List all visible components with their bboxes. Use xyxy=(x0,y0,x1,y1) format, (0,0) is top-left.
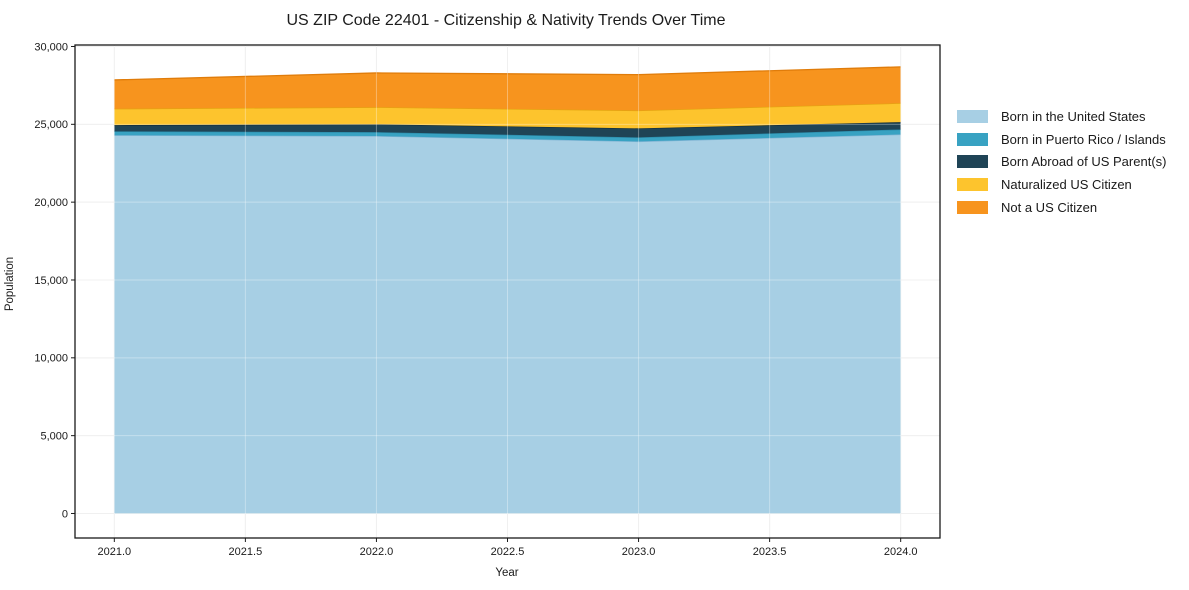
chart-title: US ZIP Code 22401 - Citizenship & Nativi… xyxy=(287,12,726,29)
legend-item-2: Born Abroad of US Parent(s) xyxy=(957,151,1166,174)
legend-item-0: Born in the United States xyxy=(957,105,1166,128)
legend-swatch xyxy=(957,155,988,169)
legend-label: Born in Puerto Rico / Islands xyxy=(1001,131,1166,147)
axis-ticks: 0 5,000 10,000 15,000 20,000 25,000 30,000 2021… xyxy=(34,41,917,558)
x-tick-label: 2022.5 xyxy=(491,546,525,558)
area-edge-4 xyxy=(114,66,901,81)
legend-label: Naturalized US Citizen xyxy=(1001,177,1132,193)
x-tick-label: 2021.0 xyxy=(97,546,131,558)
area-series-4 xyxy=(114,66,901,111)
area-series-0 xyxy=(114,134,901,514)
legend-label: Not a US Citizen xyxy=(1001,200,1098,216)
legend-label: Born in the United States xyxy=(1001,108,1146,124)
y-axis-label: Population xyxy=(4,257,16,311)
x-tick-label: 2022.0 xyxy=(360,546,394,558)
x-tick-label: 2021.5 xyxy=(229,546,263,558)
y-tick-label: 30,000 xyxy=(34,41,68,53)
y-tick-label: 10,000 xyxy=(34,353,68,365)
legend-item-4: Not a US Citizen xyxy=(957,196,1166,219)
y-tick-label: 20,000 xyxy=(34,197,68,209)
legend-item-1: Born in Puerto Rico / Islands xyxy=(957,128,1166,151)
y-tick-label: 15,000 xyxy=(34,275,68,287)
area-series-group xyxy=(114,66,901,514)
legend-swatch xyxy=(957,109,988,123)
legend: Born in the United States Born in Puerto … xyxy=(957,105,1166,219)
y-tick-label: 0 xyxy=(62,508,68,520)
gridlines-overlay xyxy=(75,45,940,538)
legend-label: Born Abroad of US Parent(s) xyxy=(1001,154,1167,170)
x-tick-label: 2024.0 xyxy=(884,546,918,558)
legend-swatch xyxy=(957,132,988,146)
y-tick-label: 5,000 xyxy=(40,430,68,442)
area-series-3 xyxy=(114,103,901,129)
legend-item-3: Naturalized US Citizen xyxy=(957,173,1166,196)
x-axis-label: Year xyxy=(495,567,518,579)
y-tick-label: 25,000 xyxy=(34,119,68,131)
legend-swatch xyxy=(957,201,988,215)
x-tick-label: 2023.0 xyxy=(622,546,656,558)
legend-swatch xyxy=(957,178,988,192)
x-tick-label: 2023.5 xyxy=(753,546,787,558)
area-series-2 xyxy=(114,122,901,138)
